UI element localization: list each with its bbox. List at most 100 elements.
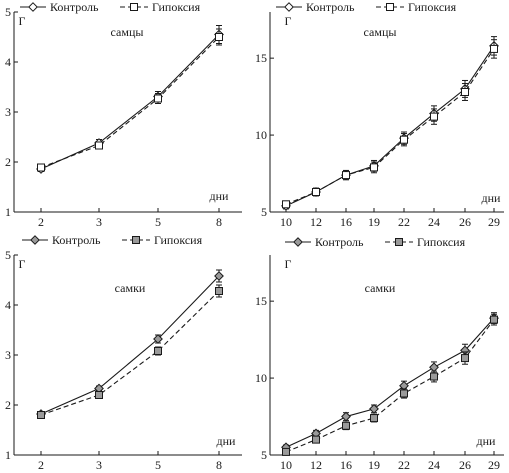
data-point bbox=[400, 389, 408, 398]
data-point bbox=[429, 362, 439, 373]
y-axis-label: Г bbox=[19, 257, 26, 271]
legend-marker-control bbox=[30, 235, 40, 245]
y-tick-label: 10 bbox=[255, 371, 267, 385]
y-tick-label: 15 bbox=[255, 294, 267, 308]
data-point bbox=[214, 271, 224, 281]
series-line bbox=[285, 317, 495, 448]
legend-marker-hypoxia bbox=[386, 3, 394, 11]
x-tick-label: 16 bbox=[340, 458, 352, 472]
data-point bbox=[430, 112, 438, 121]
x-tick-label: 22 bbox=[398, 458, 410, 472]
y-tick-label: 4 bbox=[5, 55, 11, 69]
y-tick-label: 5 bbox=[5, 248, 11, 262]
data-point bbox=[430, 372, 438, 381]
legend-label-control: Контроль bbox=[50, 0, 99, 14]
data-point bbox=[95, 141, 103, 150]
x-tick-label: 12 bbox=[310, 458, 322, 472]
series-control bbox=[36, 25, 224, 174]
data-point bbox=[282, 447, 290, 456]
legend-label-control: Контроль bbox=[52, 233, 101, 247]
y-axis-label: Г bbox=[285, 14, 292, 28]
series-hypoxia bbox=[37, 284, 223, 419]
y-tick-label: 5 bbox=[261, 205, 267, 219]
data-point bbox=[490, 44, 498, 53]
x-tick-label: 3 bbox=[96, 215, 102, 229]
x-tick-label: 2 bbox=[38, 215, 44, 229]
x-tick-label: 10 bbox=[280, 215, 292, 229]
legend: Контроль Гипоксия bbox=[276, 0, 457, 14]
x-tick-label: 22 bbox=[398, 215, 410, 229]
series-line bbox=[40, 275, 220, 415]
data-point bbox=[154, 94, 162, 103]
x-tick-label: 24 bbox=[428, 458, 440, 472]
x-tick-label: 16 bbox=[340, 215, 352, 229]
legend-label-hypoxia: Гипоксия bbox=[408, 0, 457, 14]
data-point bbox=[215, 33, 223, 41]
data-point bbox=[400, 135, 408, 144]
data-point bbox=[312, 188, 320, 196]
legend-marker-hypoxia bbox=[395, 238, 403, 246]
legend-marker-control bbox=[28, 2, 38, 12]
legend-marker-hypoxia bbox=[132, 236, 140, 244]
y-tick-label: 10 bbox=[255, 128, 267, 142]
data-point bbox=[461, 88, 469, 96]
data-point bbox=[342, 421, 350, 430]
series-hypoxia bbox=[282, 39, 498, 209]
data-point bbox=[490, 315, 498, 324]
data-point bbox=[153, 334, 163, 344]
y-tick-label: 3 bbox=[5, 105, 11, 119]
data-point bbox=[369, 403, 379, 414]
series-control bbox=[281, 36, 499, 211]
legend-marker-control bbox=[293, 237, 303, 247]
series-control bbox=[281, 312, 499, 453]
legend-label-hypoxia: Гипоксия bbox=[152, 0, 201, 14]
x-tick-label: 8 bbox=[216, 458, 222, 472]
data-point bbox=[341, 411, 351, 422]
y-tick-label: 1 bbox=[5, 205, 11, 219]
data-point bbox=[37, 411, 45, 419]
data-point bbox=[37, 163, 45, 172]
y-tick-label: 5 bbox=[5, 5, 11, 19]
x-tick-label: 26 bbox=[459, 215, 471, 229]
y-tick-label: 2 bbox=[5, 398, 11, 412]
data-point bbox=[215, 287, 223, 295]
y-axis-label: Г bbox=[19, 14, 26, 28]
series-line bbox=[285, 319, 495, 453]
y-tick-label: 2 bbox=[5, 155, 11, 169]
data-point bbox=[461, 354, 469, 363]
y-tick-label: 1 bbox=[5, 448, 11, 462]
data-point bbox=[154, 347, 162, 355]
data-point bbox=[370, 163, 378, 172]
data-point bbox=[342, 171, 350, 180]
series-line bbox=[40, 34, 220, 170]
legend: Контроль Гипоксия bbox=[22, 233, 203, 247]
x-axis-label: дни bbox=[217, 434, 237, 448]
panel-annotation: самки bbox=[115, 281, 146, 295]
x-tick-label: 24 bbox=[428, 215, 440, 229]
y-tick-label: 3 bbox=[5, 348, 11, 362]
data-point bbox=[312, 435, 320, 444]
legend-label-control: Контроль bbox=[315, 235, 364, 249]
y-tick-label: 4 bbox=[5, 298, 11, 312]
legend-label-hypoxia: Гипоксия bbox=[154, 233, 203, 247]
x-tick-label: 2 bbox=[38, 458, 44, 472]
series-line bbox=[285, 48, 495, 205]
legend-label-control: Контроль bbox=[306, 0, 355, 14]
x-tick-label: 29 bbox=[488, 215, 500, 229]
series-hypoxia bbox=[282, 313, 498, 456]
x-tick-label: 12 bbox=[310, 215, 322, 229]
x-tick-label: 19 bbox=[368, 215, 380, 229]
x-tick-label: 5 bbox=[155, 458, 161, 472]
x-tick-label: 19 bbox=[368, 458, 380, 472]
legend: Контроль Гипоксия bbox=[20, 0, 201, 14]
y-axis-label: Г bbox=[285, 257, 292, 271]
x-tick-label: 8 bbox=[216, 215, 222, 229]
series-line bbox=[40, 290, 220, 416]
legend-marker-hypoxia bbox=[130, 3, 138, 11]
x-axis-label: дни bbox=[210, 189, 230, 203]
